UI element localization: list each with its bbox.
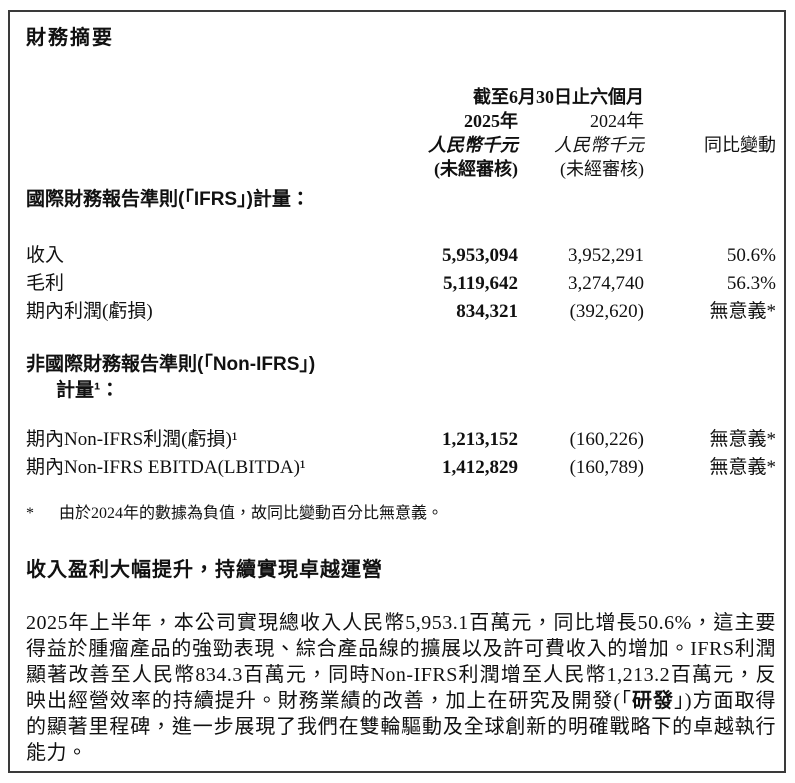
table-row-non-ifrs-ebitda: 期內Non-IFRS EBITDA(LBITDA)¹ 1,412,829 (16…	[26, 454, 776, 482]
value-2024: (392,620)	[569, 301, 644, 322]
empty-cell	[26, 85, 383, 109]
page-title: 財務摘要	[26, 27, 114, 49]
column-unit-2025: 人民幣千元	[428, 135, 518, 155]
empty-cell	[26, 133, 383, 157]
financial-summary-table: 截至6月30日止六個月 2025年 2024年 人民幣千元 人民幣千元 同比變動…	[26, 85, 776, 482]
empty-cell	[644, 157, 776, 181]
value-2025: 1,213,152	[442, 429, 518, 450]
value-2025: 1,412,829	[442, 457, 518, 478]
spacer-row	[26, 326, 776, 352]
value-change: 無意義*	[709, 457, 776, 478]
empty-cell	[644, 85, 776, 109]
column-header-2025: 2025年	[464, 111, 518, 131]
ifrs-section-row: 國際財務報告準則(「IFRS」)計量：	[26, 181, 776, 213]
period-header: 截至6月30日止六個月	[473, 87, 644, 107]
footnote-marker: *	[26, 505, 34, 522]
non-ifrs-section-row-2: 計量¹：	[26, 378, 776, 404]
value-2025: 5,953,094	[442, 245, 518, 266]
non-ifrs-section-heading-line1: 非國際財務報告準則(「Non-IFRS」)	[26, 354, 316, 375]
empty-cell	[26, 157, 383, 181]
table-header-unit-row: 人民幣千元 人民幣千元 同比變動	[26, 133, 776, 157]
spacer-row	[26, 213, 776, 242]
table-header-period-row: 截至6月30日止六個月	[26, 85, 776, 109]
value-change: 無意義*	[709, 301, 776, 322]
empty-cell	[26, 109, 383, 133]
value-2024: (160,226)	[569, 429, 644, 450]
table-header-year-row: 2025年 2024年	[26, 109, 776, 133]
table-row-gross-profit: 毛利 5,119,642 3,274,740 56.3%	[26, 270, 776, 298]
column-audit-2024: (未經審核)	[560, 159, 644, 179]
value-change: 無意義*	[709, 429, 776, 450]
column-header-yoy-change: 同比變動	[704, 135, 776, 155]
footnote: * 由於2024年的數據為負值，故同比變動百分比無意義。	[26, 503, 776, 525]
column-header-2024: 2024年	[590, 111, 644, 131]
value-2025: 5,119,642	[443, 273, 518, 294]
value-change: 50.6%	[726, 245, 776, 266]
row-label: 毛利	[26, 273, 65, 294]
table-row-non-ifrs-profit: 期內Non-IFRS利潤(虧損)¹ 1,213,152 (160,226) 無意…	[26, 426, 776, 454]
table-row-revenue: 收入 5,953,094 3,952,291 50.6%	[26, 242, 776, 270]
non-ifrs-section-row-1: 非國際財務報告準則(「Non-IFRS」)	[26, 352, 776, 378]
empty-cell	[644, 109, 776, 133]
table-header-audit-row: (未經審核) (未經審核)	[26, 157, 776, 181]
value-2024: 3,952,291	[568, 245, 644, 266]
row-label: 期內Non-IFRS EBITDA(LBITDA)¹	[26, 457, 306, 478]
paragraph-part1: 2025年上半年，本公司實現總收入人民幣5,953.1百萬元，同比增長50.6%…	[26, 612, 776, 712]
row-label: 收入	[26, 245, 65, 266]
financial-summary-page: 財務摘要 截至6月30日止六個月 2025年 2024年 人民幣千元	[8, 10, 786, 773]
value-2024: 3,274,740	[568, 273, 644, 294]
summary-paragraph: 2025年上半年，本公司實現總收入人民幣5,953.1百萬元，同比增長50.6%…	[26, 610, 776, 766]
value-2024: (160,789)	[569, 457, 644, 478]
spacer-row	[26, 404, 776, 426]
value-change: 56.3%	[726, 273, 776, 294]
row-label: 期內Non-IFRS利潤(虧損)¹	[26, 429, 238, 450]
column-unit-2024: 人民幣千元	[554, 135, 644, 155]
ifrs-section-heading: 國際財務報告準則(「IFRS」)計量：	[26, 189, 310, 210]
section-heading: 收入盈利大幅提升，持續實現卓越運營	[26, 559, 383, 581]
paragraph-part2: 」)方面取得的顯著里程碑，進一步展現了我們在雙輪驅動及全球創新的明確戰略下的卓越…	[26, 690, 776, 764]
non-ifrs-section-heading-line2: 計量¹：	[56, 380, 120, 401]
row-label: 期內利潤(虧損)	[26, 301, 153, 322]
value-2025: 834,321	[456, 301, 518, 322]
table-row-period-profit: 期內利潤(虧損) 834,321 (392,620) 無意義*	[26, 298, 776, 326]
column-audit-2025: (未經審核)	[434, 159, 518, 179]
paragraph-bold-term: 研發	[631, 690, 674, 712]
footnote-text: 由於2024年的數據為負值，故同比變動百分比無意義。	[59, 505, 444, 522]
